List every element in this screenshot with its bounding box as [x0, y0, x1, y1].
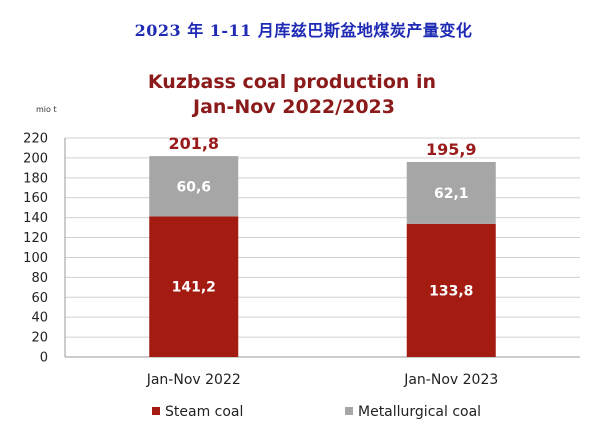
bar-value-label: 133,8	[429, 283, 473, 299]
chart-title-line-2: Jan-Nov 2022/2023	[191, 96, 395, 118]
y-tick-label: 200	[23, 151, 48, 166]
legend-swatch	[345, 407, 353, 415]
x-category-label: Jan-Nov 2022	[146, 372, 241, 388]
chart-panel: Kuzbass coal production in Jan-Nov 2022/2…	[12, 60, 602, 438]
bar-value-label: 60,6	[176, 179, 211, 195]
y-tick-label: 120	[23, 231, 48, 246]
y-tick-label: 0	[40, 351, 48, 366]
unit-label: mio t	[36, 105, 57, 114]
legend-label: Steam coal	[165, 404, 243, 420]
x-category-label: Jan-Nov 2023	[403, 372, 498, 388]
chart-title-line-1: Kuzbass coal production in	[148, 71, 436, 93]
page-title: 2023 年 1-11 月库兹巴斯盆地煤炭产量变化	[134, 21, 473, 40]
bar-value-label: 62,1	[434, 186, 469, 202]
legend-swatch	[152, 407, 160, 415]
bar-value-label: 141,2	[172, 280, 216, 296]
y-tick-label: 80	[31, 271, 48, 286]
coal-production-chart: Kuzbass coal production in Jan-Nov 2022/2…	[23, 71, 580, 420]
y-tick-label: 140	[23, 211, 48, 226]
bar-segment	[406, 161, 496, 224]
y-tick-label: 60	[31, 291, 48, 306]
y-tick-label: 20	[31, 331, 48, 346]
y-tick-label: 160	[23, 191, 48, 206]
legend-label: Metallurgical coal	[358, 404, 481, 420]
bar-segment	[406, 223, 496, 357]
y-tick-label: 180	[23, 171, 48, 186]
bar-segment	[149, 156, 239, 217]
y-tick-label: 40	[31, 311, 48, 326]
bar-total-label: 195,9	[426, 140, 477, 159]
bar-segment	[149, 216, 239, 357]
bar-total-label: 201,8	[168, 134, 219, 153]
y-tick-label: 100	[23, 251, 48, 266]
y-tick-label: 220	[23, 132, 48, 147]
